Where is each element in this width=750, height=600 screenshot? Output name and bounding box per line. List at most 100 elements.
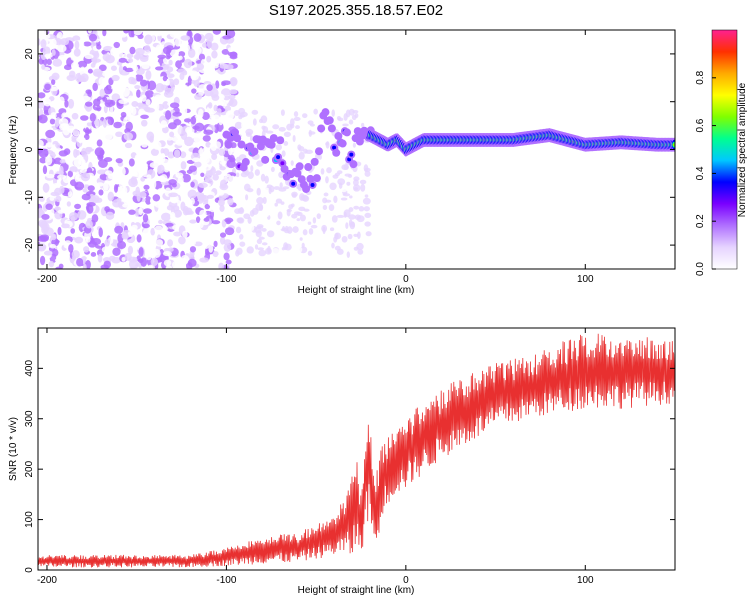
heatmap-cell bbox=[110, 47, 115, 57]
heatmap-xtick-label: 100 bbox=[577, 274, 594, 285]
snr-x-ticks: -200 -100 0 100 bbox=[37, 328, 594, 586]
heatmap-cell bbox=[213, 104, 218, 112]
heatmap-cell bbox=[169, 131, 175, 138]
heatmap-cell bbox=[310, 224, 318, 229]
heatmap-cell bbox=[185, 126, 193, 134]
heatmap-cell bbox=[155, 44, 163, 55]
heatmap-cell bbox=[307, 221, 312, 225]
heatmap-cell bbox=[363, 206, 370, 212]
heatmap-ridge-cell bbox=[256, 142, 265, 151]
heatmap-cell bbox=[43, 250, 53, 256]
heatmap-cell bbox=[349, 195, 353, 199]
heatmap-cell bbox=[325, 199, 332, 203]
heatmap-cell bbox=[115, 158, 123, 164]
heatmap-cell bbox=[198, 53, 206, 61]
heatmap-cell bbox=[211, 220, 221, 225]
heatmap-cell bbox=[111, 74, 120, 82]
heatmap-cell bbox=[167, 73, 175, 79]
heatmap-cell bbox=[128, 30, 135, 38]
heatmap-cell bbox=[257, 124, 261, 133]
heatmap-cell bbox=[80, 172, 91, 182]
heatmap-ridge-cell bbox=[349, 152, 354, 157]
heatmap-cell bbox=[197, 251, 204, 258]
heatmap-cell bbox=[357, 249, 364, 255]
heatmap-cell bbox=[99, 88, 105, 98]
heatmap-cell bbox=[195, 216, 201, 223]
heatmap-cell bbox=[151, 179, 157, 189]
heatmap-cell bbox=[107, 174, 117, 180]
snr-xtick-label: -100 bbox=[216, 575, 236, 586]
heatmap-cell bbox=[90, 62, 96, 68]
heatmap-cell bbox=[80, 242, 86, 248]
heatmap-cell bbox=[166, 45, 174, 51]
heatmap-cell bbox=[286, 208, 292, 213]
heatmap-cell bbox=[206, 158, 213, 169]
heatmap-ytick-label: 10 bbox=[24, 96, 35, 108]
heatmap-cell bbox=[63, 148, 71, 156]
heatmap-cell bbox=[239, 241, 246, 247]
heatmap-cell bbox=[145, 70, 152, 80]
heatmap-cell bbox=[275, 144, 282, 151]
heatmap-cell bbox=[249, 135, 254, 142]
heatmap-cell bbox=[57, 54, 68, 61]
heatmap-cell bbox=[362, 197, 371, 205]
heatmap-cell bbox=[173, 209, 182, 218]
heatmap-cell bbox=[86, 167, 93, 175]
snr-ytick-label: 300 bbox=[24, 410, 35, 427]
heatmap-cell bbox=[139, 79, 148, 87]
colorbar-tick-label: 0.0 bbox=[695, 262, 706, 276]
heatmap-cell bbox=[82, 41, 92, 47]
heatmap-cell bbox=[76, 257, 84, 267]
snr-ytick-label: 0 bbox=[24, 567, 35, 573]
heatmap-cell bbox=[211, 114, 221, 124]
heatmap-cell bbox=[104, 206, 110, 212]
heatmap-cell bbox=[124, 67, 134, 73]
heatmap-cell bbox=[180, 161, 187, 170]
heatmap-cell bbox=[338, 159, 345, 165]
heatmap-cell bbox=[222, 35, 232, 40]
heatmap-cell bbox=[307, 250, 313, 256]
heatmap-cell bbox=[74, 236, 84, 244]
heatmap-cell bbox=[219, 160, 228, 165]
heatmap-ridge-cell bbox=[332, 148, 341, 157]
heatmap-cell bbox=[128, 95, 134, 101]
heatmap-cell bbox=[299, 237, 303, 241]
heatmap-ridge-cell bbox=[306, 174, 315, 183]
heatmap-cell bbox=[191, 157, 201, 162]
heatmap-cell bbox=[91, 237, 102, 246]
heatmap-cell bbox=[96, 139, 103, 147]
heatmap-cell bbox=[206, 38, 213, 49]
heatmap-cell bbox=[91, 142, 96, 150]
heatmap-cell bbox=[261, 242, 268, 246]
heatmap-cell bbox=[163, 163, 170, 173]
heatmap-cell bbox=[218, 262, 224, 269]
heatmap-cell bbox=[179, 72, 185, 80]
heatmap-ridge-cell bbox=[233, 134, 242, 143]
heatmap-cell bbox=[346, 251, 350, 258]
heatmap-cell bbox=[302, 113, 308, 119]
snr-ytick-label: 400 bbox=[24, 360, 35, 377]
heatmap-cell bbox=[147, 234, 154, 242]
heatmap-cell bbox=[134, 153, 143, 162]
heatmap-cell bbox=[221, 49, 230, 55]
heatmap-cell bbox=[84, 53, 94, 60]
heatmap-cell bbox=[72, 35, 81, 42]
heatmap-cell bbox=[316, 213, 321, 220]
heatmap-cell bbox=[321, 224, 328, 232]
heatmap-cell bbox=[143, 184, 150, 190]
heatmap-cell bbox=[178, 236, 186, 245]
heatmap-cell bbox=[79, 40, 85, 51]
heatmap-cell bbox=[180, 106, 188, 116]
heatmap-cell bbox=[227, 58, 236, 64]
heatmap-cell bbox=[275, 198, 283, 204]
heatmap-cell bbox=[117, 185, 128, 196]
heatmap-cell bbox=[302, 229, 308, 236]
heatmap-cell bbox=[117, 52, 125, 58]
heatmap-cell bbox=[168, 192, 179, 198]
heatmap-cell bbox=[80, 73, 89, 83]
heatmap-cell bbox=[291, 213, 298, 219]
heatmap-cell bbox=[158, 219, 163, 225]
heatmap-cell bbox=[141, 63, 150, 70]
heatmap-ridge-cell bbox=[342, 128, 351, 137]
heatmap-cell bbox=[328, 204, 335, 212]
